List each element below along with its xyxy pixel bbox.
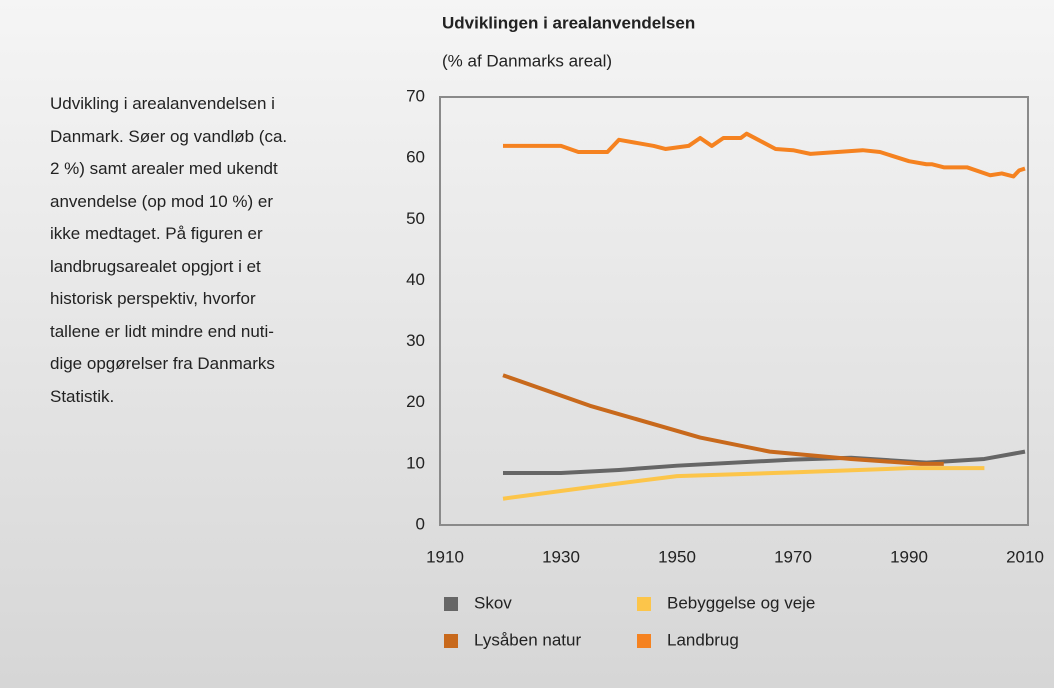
description: Udvikling i arealanvendelsen i Danmark. S… xyxy=(50,88,287,413)
legend-label: Bebyggelse og veje xyxy=(667,593,815,612)
x-tick-label: 2010 xyxy=(1006,547,1044,566)
series-line xyxy=(502,373,944,466)
description-line: 2 %) samt arealer med ukendt xyxy=(50,159,278,178)
y-tick-label: 70 xyxy=(406,86,425,105)
x-tick-label: 1990 xyxy=(890,547,928,566)
y-tick-label: 0 xyxy=(416,514,425,533)
y-tick-label: 50 xyxy=(406,209,425,228)
y-tick-label: 30 xyxy=(406,331,425,350)
y-tick-label: 60 xyxy=(406,148,425,167)
description-line: dige opgørelser fra Danmarks xyxy=(50,354,275,373)
series-line xyxy=(503,449,1026,476)
x-tick-label: 1950 xyxy=(658,547,696,566)
description-line: Statistik. xyxy=(50,386,115,406)
legend-swatch xyxy=(637,634,651,648)
chart-subtitle: (% af Danmarks areal) xyxy=(442,51,612,70)
description-line: tallene er lidt mindre end nuti- xyxy=(50,321,274,341)
legend-label: Landbrug xyxy=(667,630,739,649)
description-line: historisk perspektiv, hvorfor xyxy=(50,289,256,308)
legend-label: Lysåben natur xyxy=(474,630,581,649)
description-line: anvendelse (op mod 10 %) er xyxy=(50,191,274,211)
x-tick-label: 1970 xyxy=(774,547,812,566)
description-line: ikke medtaget. På figuren er xyxy=(50,224,263,243)
chart-title: Udviklingen i arealanvendelsen xyxy=(442,13,695,32)
legend-label: Skov xyxy=(474,593,512,612)
legend-swatch xyxy=(637,597,651,611)
legend-swatch xyxy=(444,634,458,648)
plot-frame xyxy=(439,96,1029,526)
series-line xyxy=(502,466,985,501)
x-tick-label: 1910 xyxy=(426,547,464,566)
legend-swatch xyxy=(444,597,458,611)
y-tick-label: 20 xyxy=(406,392,425,411)
description-line: landbrugsarealet opgjort i et xyxy=(50,256,261,276)
y-tick-label: 40 xyxy=(406,270,425,289)
description-line: Danmark. Søer og vandløb (ca. xyxy=(50,126,288,146)
y-tick-label: 10 xyxy=(406,453,425,472)
series-line xyxy=(503,131,1026,179)
x-tick-label: 1930 xyxy=(542,547,580,566)
description-line: Udvikling i arealanvendelsen i xyxy=(50,94,275,113)
